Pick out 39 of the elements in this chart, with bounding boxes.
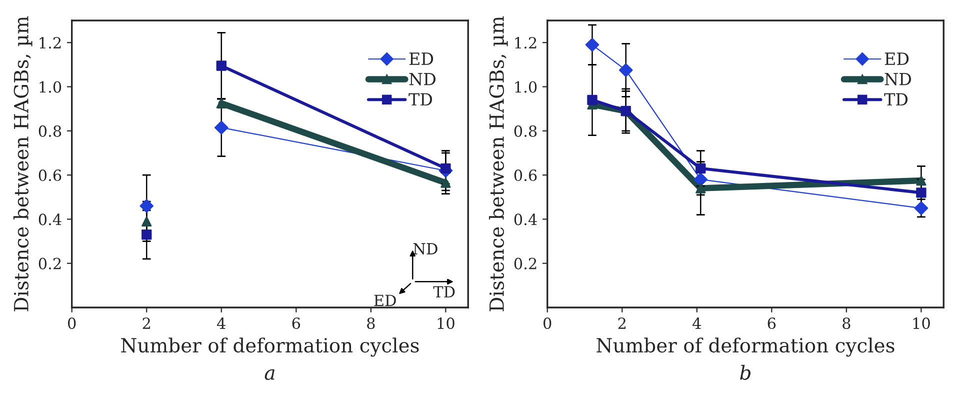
y-tick-label: 1.2 (40, 37, 61, 49)
y-tick-label: 0.4 (38, 214, 62, 226)
x-tick-label: 4 (692, 317, 701, 329)
annotation: ED (374, 294, 396, 306)
y-tick-label: 0.4 (514, 214, 537, 226)
legend-label: ED (884, 52, 909, 65)
y-axis-title: Distence between HAGBs, µm (13, 16, 32, 312)
legend-label: TD (884, 93, 908, 106)
annotation: ND (413, 243, 438, 255)
x-tick-label: 10 (913, 317, 930, 330)
x-axis-title: Number of deformation cycles (121, 338, 419, 357)
text: b (740, 364, 750, 380)
y-tick-label: 0.2 (514, 258, 536, 270)
legend-label: ND (409, 72, 436, 86)
x-tick-label: 2 (142, 317, 150, 329)
x-tick-label: 4 (216, 317, 226, 329)
x-tick-label: 6 (292, 317, 300, 330)
y-tick-label: 0.8 (514, 125, 537, 137)
x-tick-label: 0 (544, 317, 552, 330)
x-tick-label: 6 (768, 317, 776, 330)
annotation: TD (433, 286, 455, 298)
x-tick-label: 10 (438, 317, 454, 330)
y-axis-title: Distence between HAGBs, µm (488, 16, 508, 312)
y-tick-label: 1.2 (515, 37, 536, 49)
x-axis-title: Number of deformation cycles (596, 338, 894, 357)
y-tick-label: 1.0 (515, 81, 537, 93)
y-tick-label: 1.0 (40, 81, 62, 93)
y-tick-label: 0.2 (38, 258, 61, 270)
legend-label: TD (408, 93, 432, 106)
text: a (264, 369, 274, 380)
x-tick-label: 8 (367, 317, 375, 330)
legend-label: ND (884, 72, 912, 86)
x-tick-label: 2 (618, 317, 626, 329)
x-tick-label: 8 (842, 317, 850, 330)
legend-label: ED (409, 52, 434, 65)
y-tick-label: 0.6 (514, 170, 537, 182)
y-tick-label: 0.8 (38, 125, 62, 137)
y-tick-label: 0.6 (38, 170, 62, 182)
x-tick-label: 0 (68, 317, 76, 330)
